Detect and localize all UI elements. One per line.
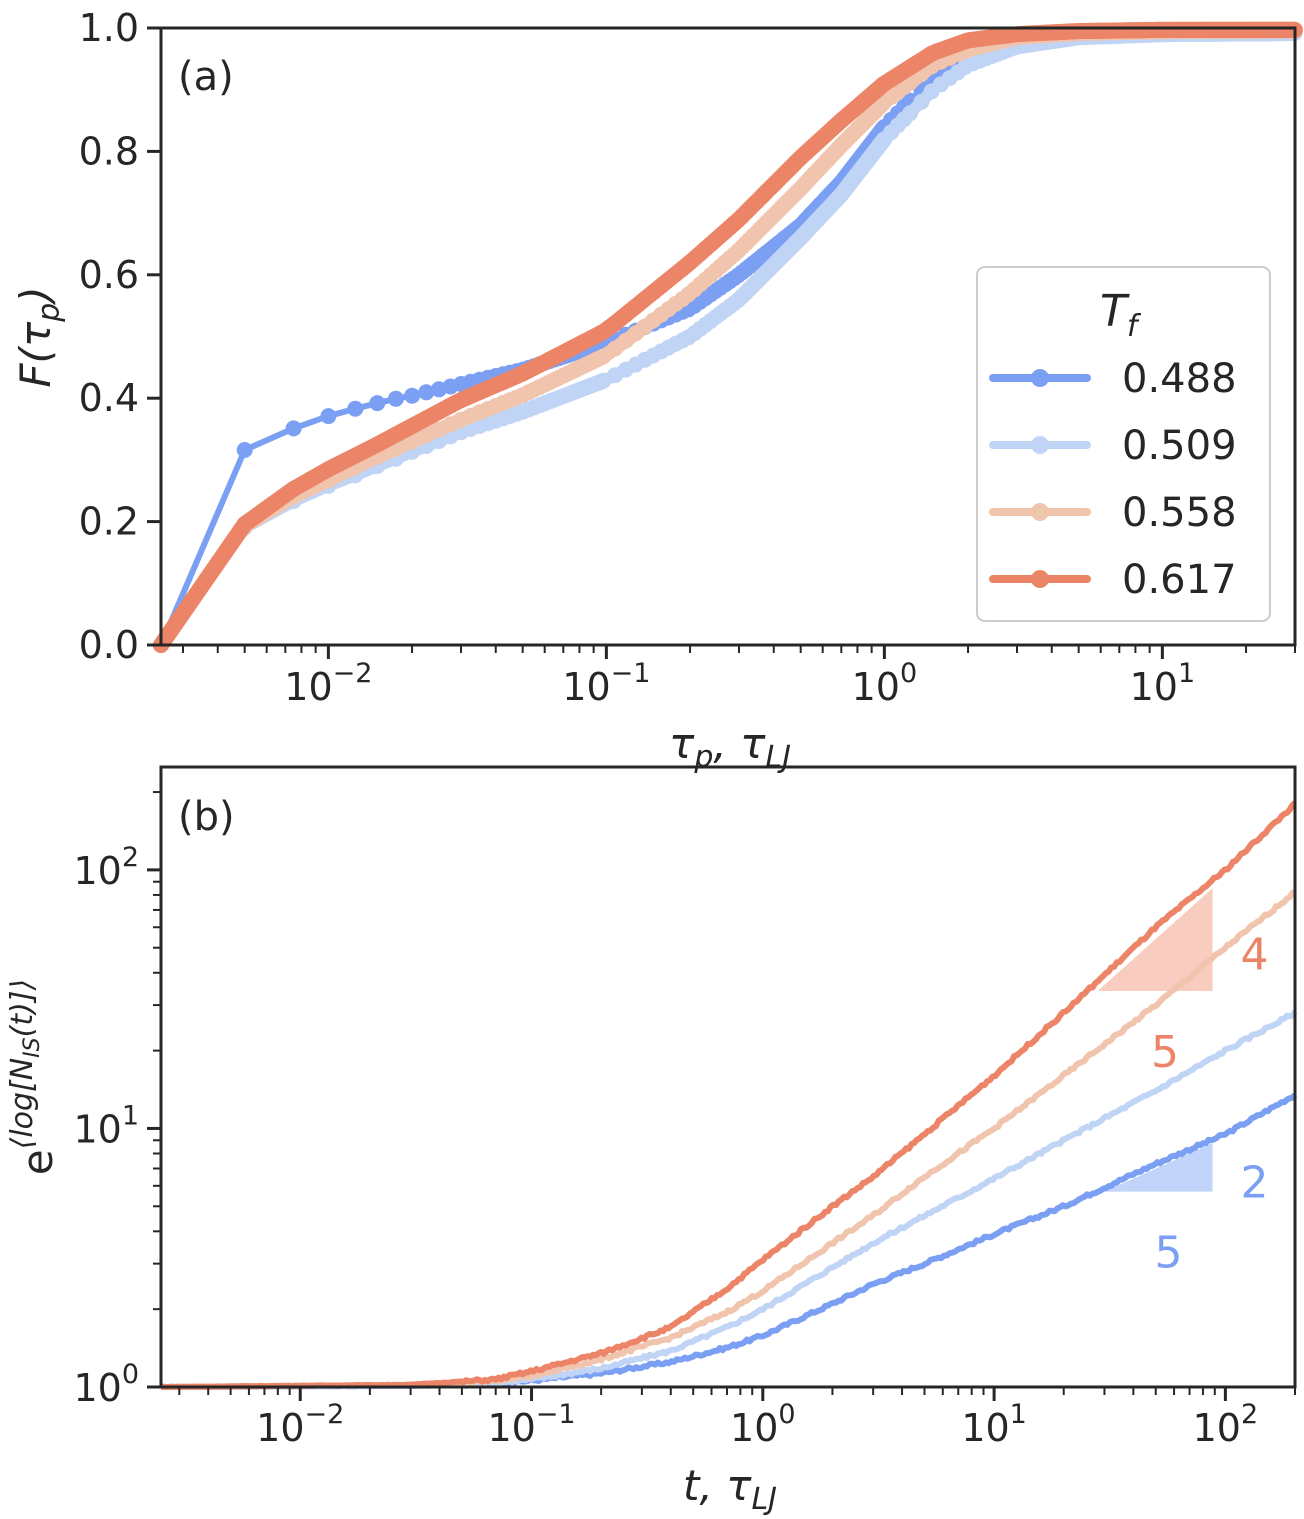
panel-a-label: (a) bbox=[178, 54, 234, 100]
legend-label: 0.509 bbox=[1122, 423, 1237, 469]
legend-entry-0.509: 0.509 bbox=[989, 423, 1237, 469]
y-tick-label: 102 bbox=[73, 842, 139, 893]
y-tick-label: 0.0 bbox=[79, 623, 139, 667]
series-line-b-0.617 bbox=[160, 800, 1297, 1390]
data-point bbox=[236, 516, 253, 533]
data-point bbox=[418, 384, 435, 401]
data-point bbox=[320, 461, 337, 478]
legend-entry-0.558: 0.558 bbox=[989, 490, 1237, 536]
panel-b-xlabel: t, τLJ bbox=[683, 1461, 777, 1517]
series-line-b-0.488 bbox=[160, 1092, 1298, 1390]
legend-marker bbox=[1031, 436, 1049, 454]
panel-a-ylabel: F(τp) bbox=[11, 286, 67, 387]
slope-rise-label: 4 bbox=[1241, 930, 1269, 981]
slope-run-label: 5 bbox=[1154, 1228, 1182, 1279]
y-tick-label: 101 bbox=[73, 1100, 139, 1151]
legend-entry-0.488: 0.488 bbox=[989, 356, 1237, 402]
data-point bbox=[285, 480, 302, 497]
data-point bbox=[347, 447, 364, 464]
x-tick-label: 101 bbox=[961, 1399, 1027, 1450]
data-point bbox=[369, 436, 386, 453]
data-point bbox=[913, 93, 930, 110]
legend-marker bbox=[1031, 503, 1049, 521]
x-tick-label: 100 bbox=[852, 658, 918, 709]
slope-run-label: 5 bbox=[1151, 1027, 1179, 1078]
legend-label: 0.617 bbox=[1122, 557, 1237, 603]
data-point bbox=[595, 348, 612, 365]
data-point bbox=[418, 410, 435, 427]
data-point bbox=[347, 400, 364, 417]
data-point bbox=[404, 433, 421, 450]
y-tick-label: 100 bbox=[73, 1359, 139, 1410]
y-tick-label: 0.2 bbox=[79, 500, 139, 544]
data-point bbox=[236, 442, 253, 458]
panel-a-frame bbox=[159, 26, 1297, 647]
slope-triangle-2 bbox=[1104, 1143, 1213, 1192]
data-point bbox=[902, 105, 919, 122]
panel-b-ylabel: e⟨log[NIS(t)]⟩ bbox=[5, 979, 62, 1175]
data-point bbox=[404, 418, 421, 434]
series-line-b-0.509 bbox=[160, 1009, 1298, 1390]
legend-box bbox=[976, 266, 1271, 622]
legend-marker bbox=[1031, 570, 1049, 588]
x-tick-label: 102 bbox=[1193, 1399, 1259, 1450]
y-tick-label: 0.4 bbox=[79, 376, 139, 420]
data-point bbox=[285, 420, 302, 437]
data-point bbox=[387, 426, 404, 443]
data-point bbox=[404, 387, 421, 404]
data-point bbox=[387, 390, 404, 407]
legend-title-main: T bbox=[1100, 286, 1130, 337]
data-point bbox=[595, 323, 612, 340]
data-point bbox=[418, 427, 435, 444]
x-tick-label: 10−2 bbox=[256, 1399, 344, 1450]
x-tick-label: 101 bbox=[1130, 658, 1196, 709]
legend-label: 0.558 bbox=[1122, 490, 1237, 536]
x-tick-label: 10−1 bbox=[562, 658, 650, 709]
y-tick-label: 0.8 bbox=[79, 129, 139, 173]
legend-entry-0.617: 0.617 bbox=[989, 557, 1237, 603]
y-tick-label: 0.6 bbox=[79, 253, 139, 297]
data-point bbox=[320, 408, 337, 425]
data-point bbox=[607, 315, 624, 332]
panel-b: 10−2 10−1 100 101 102 100 101 102 (b) 4 5 2 5 t, … bbox=[5, 765, 1298, 1517]
x-tick-label: 10−1 bbox=[487, 1399, 575, 1450]
panel-b-frame bbox=[159, 765, 1297, 1389]
panel-b-label: (b) bbox=[178, 794, 235, 840]
panel-a-xlabel: τp, τLJ bbox=[669, 719, 791, 775]
data-point bbox=[369, 395, 386, 412]
slope-rise-label: 2 bbox=[1241, 1157, 1269, 1208]
y-tick-label: 1.0 bbox=[79, 6, 139, 50]
legend-label: 0.488 bbox=[1122, 356, 1237, 402]
x-tick-label: 10−2 bbox=[284, 658, 372, 709]
x-tick-label: 100 bbox=[730, 1399, 796, 1450]
panel-a: 10−2 10−1 100 101 0.00.20.40.60.81.0 (a) Tf… bbox=[11, 6, 1303, 775]
slope-triangle-1 bbox=[1097, 888, 1213, 992]
legend-marker bbox=[1031, 369, 1049, 387]
